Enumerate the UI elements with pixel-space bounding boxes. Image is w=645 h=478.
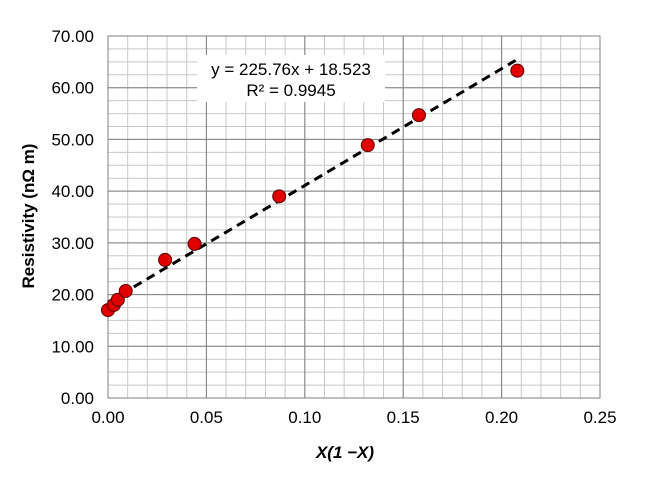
data-point — [272, 189, 287, 204]
x-tick-label: 0.00 — [91, 408, 124, 427]
data-point — [118, 283, 133, 298]
trendline — [107, 58, 519, 304]
trendline-equation: y = 225.76x + 18.523 — [211, 60, 371, 79]
x-tick-label: 0.10 — [288, 408, 321, 427]
plot-area-border — [107, 35, 601, 399]
x-tick-label: 0.20 — [485, 408, 518, 427]
data-point — [158, 252, 173, 267]
x-axis-title: X(1 −X) — [315, 443, 374, 462]
y-tick-label: 20.00 — [51, 286, 94, 305]
r-squared-label: R² = 0.9945 — [246, 81, 335, 100]
x-tick-label: 0.25 — [583, 408, 616, 427]
y-tick-label: 40.00 — [51, 182, 94, 201]
y-tick-label: 10.00 — [51, 337, 94, 356]
data-point — [110, 292, 125, 307]
data-point — [360, 138, 375, 153]
y-tick-label: 60.00 — [51, 79, 94, 98]
tick-labels: 0.00 0.05 0.10 0.15 0.20 0.25 0.00 10.00 20.00 30… — [51, 27, 616, 427]
data-point — [187, 236, 202, 251]
x-tick-label: 0.05 — [190, 408, 223, 427]
x-tick-label: 0.15 — [387, 408, 420, 427]
y-tick-label: 0.00 — [61, 389, 94, 408]
data-point — [510, 63, 525, 78]
equation-box — [197, 55, 385, 102]
y-tick-label: 50.00 — [51, 130, 94, 149]
trendline-group — [107, 58, 519, 304]
data-point — [411, 108, 426, 123]
y-tick-label: 70.00 — [51, 27, 94, 46]
y-axis-title: Resistivity (nΩ m) — [19, 144, 38, 289]
y-tick-label: 30.00 — [51, 234, 94, 253]
data-points — [101, 63, 525, 318]
